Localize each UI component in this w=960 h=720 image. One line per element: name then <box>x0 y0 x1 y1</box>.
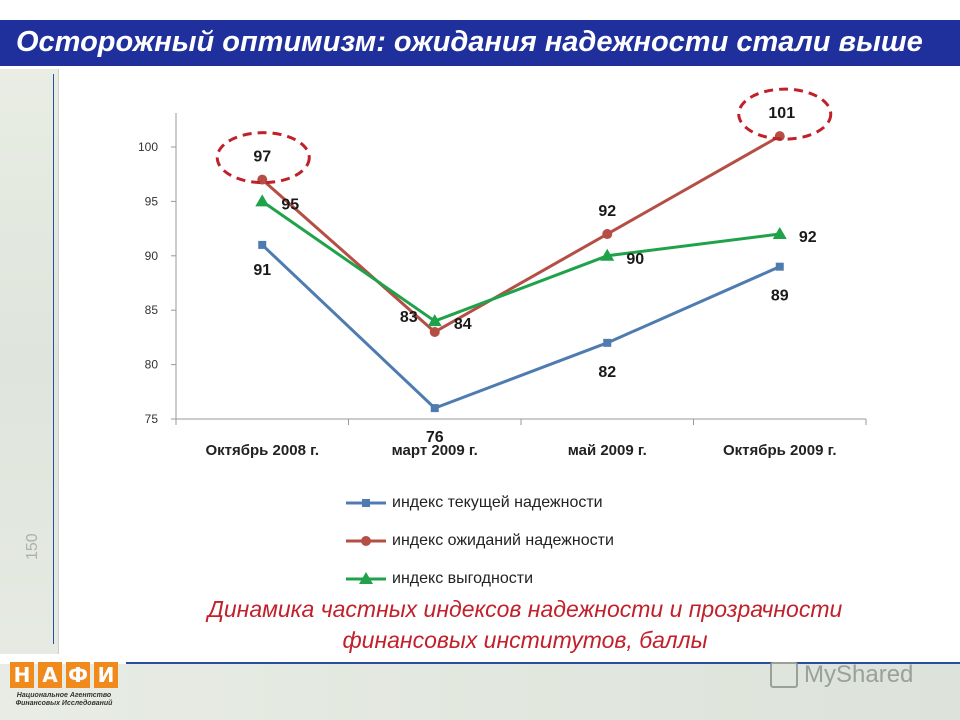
chart-series-layer <box>255 131 787 413</box>
data-label: 83 <box>400 309 418 326</box>
legend-item-current: индекс текущей надежности <box>346 484 746 522</box>
highlight-ellipse <box>215 131 311 185</box>
watermark-text: MyShared <box>804 661 914 688</box>
legend-label-expectations: индекс ожиданий надежности <box>392 532 614 549</box>
y-tick-label: 80 <box>145 358 159 372</box>
series-2-point <box>600 248 615 261</box>
presentation-icon <box>770 662 798 688</box>
myshared-watermark: MyShared <box>770 660 950 690</box>
data-label: 92 <box>598 203 616 220</box>
series-line-1 <box>261 134 781 334</box>
logo-letter-3: Ф <box>66 662 90 688</box>
x-tick-label: Октябрь 2008 г. <box>205 442 319 459</box>
page-title: Осторожный оптимизм: ожидания надежности… <box>16 26 923 58</box>
data-label: 92 <box>799 229 817 246</box>
y-tick-label: 75 <box>145 412 159 426</box>
footer <box>0 664 960 720</box>
data-label: 95 <box>281 196 299 213</box>
x-tick-label: май 2009 г. <box>568 442 647 459</box>
data-label: 91 <box>253 262 271 279</box>
series-2-point <box>772 227 787 240</box>
data-label: 84 <box>454 316 472 333</box>
series-0-point <box>430 404 439 413</box>
caption-line-1: Динамика частных индексов надежности и п… <box>207 596 843 622</box>
logo-subtitle-line-1: Национальное Агентство <box>16 692 112 699</box>
logo-letter-2: А <box>38 662 62 688</box>
y-tick-label: 85 <box>145 303 159 317</box>
x-tick-label: март 2009 г. <box>392 442 478 459</box>
chart-legend: индекс текущей надежности индекс ожидани… <box>346 484 746 598</box>
logo-subtitle-line-2: Финансовых Исследований <box>15 700 113 707</box>
chart-caption: Динамика частных индексов надежности и п… <box>120 594 930 656</box>
chart-labels-layer: 91 76 82 89 97 83 92 101 95 84 90 92 <box>253 105 816 446</box>
y-tick-label: 90 <box>145 249 159 263</box>
series-0-point <box>258 240 267 249</box>
series-2-point <box>255 194 270 207</box>
series-1-point <box>602 229 613 240</box>
data-label: 76 <box>426 429 444 446</box>
logo-letter-1: Н <box>10 662 34 688</box>
legend-label-current: индекс текущей надежности <box>392 494 603 511</box>
data-label: 97 <box>253 149 271 166</box>
logo-letter-4: И <box>94 662 118 688</box>
series-0-point <box>775 262 784 271</box>
data-label: 90 <box>626 251 644 268</box>
legend-swatch-profitability <box>346 572 386 584</box>
legend-item-expectations: индекс ожиданий надежности <box>346 522 746 560</box>
logo-subtitle: Национальное Агентство Финансовых Исслед… <box>4 692 124 708</box>
caption-line-2: финансовых институтов, баллы <box>342 627 708 653</box>
title-bar: Осторожный оптимизм: ожидания надежности… <box>0 20 960 69</box>
series-1-point <box>429 326 440 337</box>
data-label: 82 <box>598 364 616 381</box>
legend-swatch-expectations <box>346 536 386 546</box>
series-2-point <box>427 314 442 327</box>
legend-label-profitability: индекс выгодности <box>392 570 533 587</box>
chart-axes: 75 80 85 90 95 100 Октябрь 2008 г. март 2009 г.… <box>138 113 867 459</box>
legend-swatch-current <box>346 499 386 507</box>
data-label: 89 <box>771 288 789 305</box>
series-0-point <box>603 338 612 347</box>
x-tick-label: Октябрь 2009 г. <box>723 442 837 459</box>
nafi-logo: Н А Ф И Национальное Агентство Финансовы… <box>4 656 124 718</box>
highlight-ellipse <box>737 87 833 141</box>
bottom-divider <box>126 662 960 664</box>
line-chart: 75 80 85 90 95 100 Октябрь 2008 г. март 2009 г.… <box>138 87 867 459</box>
series-line-2 <box>261 200 780 323</box>
series-line-0 <box>261 243 781 410</box>
chart-highlights <box>215 87 833 185</box>
legend-item-profitability: индекс выгодности <box>346 560 746 598</box>
y-tick-label: 95 <box>145 194 159 208</box>
data-label: 101 <box>768 105 795 122</box>
left-decorative-strip <box>0 64 59 654</box>
y-tick-label: 100 <box>138 140 158 154</box>
